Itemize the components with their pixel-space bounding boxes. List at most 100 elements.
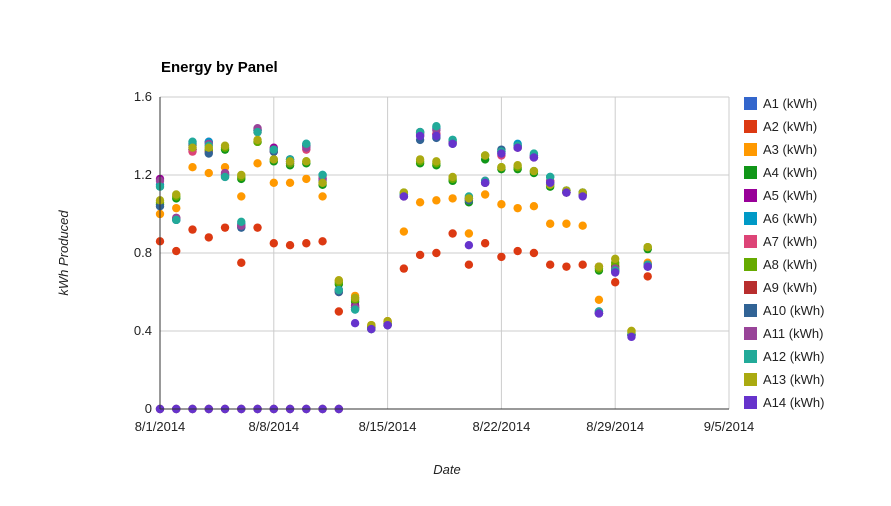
data-point bbox=[302, 239, 311, 248]
data-point bbox=[302, 174, 311, 184]
data-point bbox=[204, 233, 213, 242]
legend-item: A9 (kWh) bbox=[744, 280, 817, 295]
legend-item: A5 (kWh) bbox=[744, 188, 817, 203]
data-point bbox=[464, 241, 474, 250]
data-point bbox=[480, 151, 490, 160]
data-point bbox=[318, 170, 327, 180]
legend-label: A2 (kWh) bbox=[763, 119, 817, 134]
legend-swatch bbox=[744, 350, 757, 363]
data-point bbox=[383, 320, 392, 330]
data-point bbox=[253, 223, 262, 232]
y-tick-label: 0.8 bbox=[134, 245, 152, 260]
data-point bbox=[237, 170, 246, 180]
legend-swatch bbox=[744, 97, 757, 110]
data-points bbox=[155, 122, 652, 414]
data-point bbox=[350, 305, 360, 314]
data-point bbox=[285, 241, 295, 250]
data-point bbox=[237, 217, 246, 226]
data-point bbox=[432, 157, 441, 166]
data-point bbox=[611, 278, 620, 287]
x-tick-label: 8/1/2014 bbox=[135, 419, 186, 434]
data-point bbox=[334, 285, 344, 295]
data-point bbox=[253, 135, 262, 145]
data-point bbox=[611, 254, 620, 264]
data-point bbox=[529, 166, 539, 176]
data-point bbox=[318, 178, 327, 187]
x-axis-title: Date bbox=[433, 462, 460, 477]
data-point bbox=[220, 141, 230, 150]
data-point bbox=[285, 178, 295, 187]
legend-item: A10 (kWh) bbox=[744, 303, 824, 318]
legend-item: A6 (kWh) bbox=[744, 211, 817, 226]
legend-swatch bbox=[744, 235, 757, 248]
data-point bbox=[220, 223, 230, 232]
data-point bbox=[448, 139, 457, 148]
legend-item: A12 (kWh) bbox=[744, 349, 824, 364]
legend-swatch bbox=[744, 189, 757, 202]
legend: A1 (kWh) A2 (kWh) A3 (kWh) A4 (kWh) A5 (kWh)… bbox=[744, 96, 824, 410]
x-tick-label: 8/29/2014 bbox=[586, 419, 644, 434]
data-point bbox=[448, 172, 457, 182]
legend-item: A4 (kWh) bbox=[744, 165, 817, 180]
legend-label: A6 (kWh) bbox=[763, 211, 817, 226]
data-point bbox=[415, 250, 425, 260]
data-point bbox=[172, 190, 181, 199]
data-point bbox=[464, 194, 474, 203]
data-point bbox=[432, 122, 441, 131]
legend-swatch bbox=[744, 143, 757, 156]
y-tick-label: 0.4 bbox=[134, 323, 152, 338]
data-point bbox=[269, 178, 278, 187]
data-point bbox=[172, 203, 181, 213]
data-point bbox=[432, 196, 441, 205]
legend-swatch bbox=[744, 258, 757, 271]
y-tick-label: 1.2 bbox=[134, 167, 152, 182]
data-point bbox=[529, 202, 539, 211]
chart-title: Energy by Panel bbox=[161, 59, 278, 76]
x-tick-label: 8/22/2014 bbox=[472, 419, 530, 434]
data-point bbox=[269, 155, 278, 164]
legend-label: A10 (kWh) bbox=[763, 303, 824, 318]
x-tick-label: 8/15/2014 bbox=[359, 419, 417, 434]
data-point bbox=[643, 242, 652, 252]
data-point bbox=[562, 262, 571, 271]
data-point bbox=[350, 319, 360, 328]
legend-swatch bbox=[744, 304, 757, 317]
data-point bbox=[643, 272, 652, 281]
y-tick-label: 0 bbox=[145, 401, 152, 416]
data-point bbox=[172, 246, 181, 256]
x-tick-label: 8/8/2014 bbox=[248, 419, 299, 434]
axes: 0 0.4 0.8 1.2 1.6 8/1/2014 8/8/2014 8/15/2014 8/… bbox=[134, 89, 754, 434]
legend-item: A11 (kWh) bbox=[744, 326, 823, 341]
data-point bbox=[302, 157, 311, 166]
data-point bbox=[448, 229, 457, 238]
data-point bbox=[562, 219, 571, 228]
data-point bbox=[513, 161, 522, 170]
data-point bbox=[480, 178, 490, 187]
data-point bbox=[285, 157, 295, 166]
data-point bbox=[188, 143, 197, 152]
y-tick-label: 1.6 bbox=[134, 89, 152, 104]
data-point bbox=[497, 200, 506, 209]
data-point bbox=[497, 163, 506, 172]
data-point bbox=[562, 188, 571, 197]
data-point bbox=[513, 203, 522, 213]
data-point bbox=[204, 149, 213, 158]
legend-label: A12 (kWh) bbox=[763, 349, 824, 364]
data-point bbox=[594, 309, 604, 318]
legend-label: A13 (kWh) bbox=[763, 372, 824, 387]
data-point bbox=[464, 229, 474, 238]
legend-item: A3 (kWh) bbox=[744, 142, 817, 157]
data-point bbox=[611, 268, 620, 277]
x-tick-label: 9/5/2014 bbox=[704, 419, 755, 434]
data-point bbox=[464, 260, 474, 269]
legend-item: A13 (kWh) bbox=[744, 372, 824, 387]
data-point bbox=[237, 258, 246, 267]
legend-item: A8 (kWh) bbox=[744, 257, 817, 272]
legend-swatch bbox=[744, 327, 757, 340]
data-point bbox=[334, 307, 344, 316]
data-point bbox=[529, 248, 539, 258]
data-point bbox=[172, 215, 181, 225]
data-point bbox=[204, 143, 213, 152]
data-point bbox=[253, 127, 262, 137]
